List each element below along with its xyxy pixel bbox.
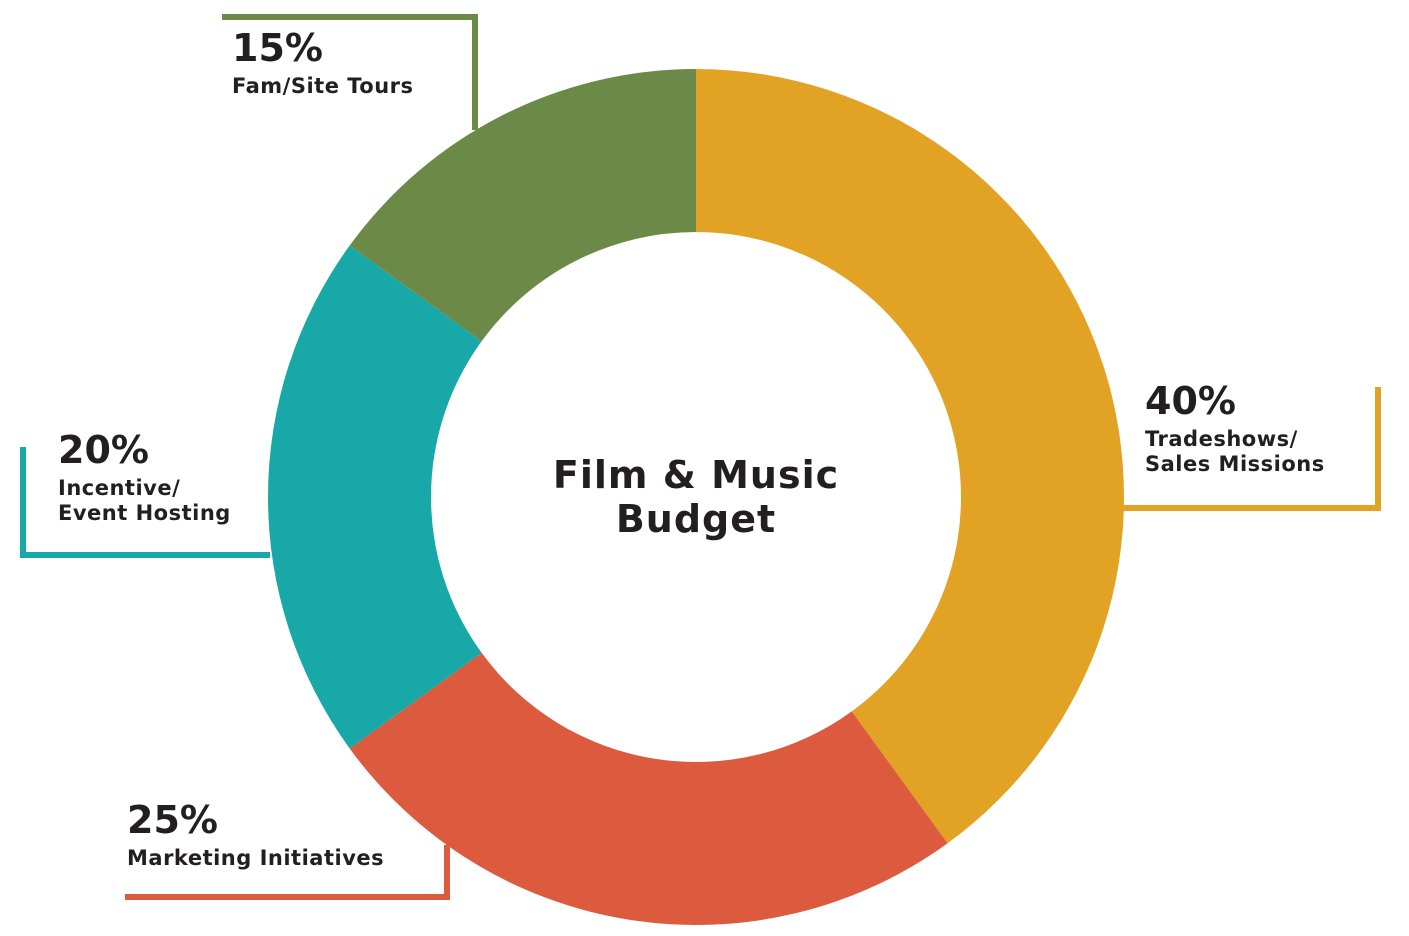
category-label: Fam/Site Tours <box>232 74 414 98</box>
category-label: Tradeshows/Sales Missions <box>1145 427 1325 476</box>
category-label: Incentive/Event Hosting <box>58 476 231 525</box>
label-bracket <box>20 447 270 558</box>
donut-segment <box>696 69 1124 844</box>
donut-segment <box>349 69 696 342</box>
donut-segment <box>268 245 482 749</box>
value-label: 15% <box>232 26 323 70</box>
value-label: 25% <box>127 798 218 842</box>
donut-segment <box>349 652 948 926</box>
label-bracket <box>1120 387 1381 511</box>
value-label: 40% <box>1145 379 1236 423</box>
label-bracket <box>222 14 478 130</box>
category-label: Marketing Initiatives <box>127 846 384 870</box>
chart-title: Film & Music Budget <box>553 453 839 541</box>
label-bracket <box>125 845 450 900</box>
value-label: 20% <box>58 428 149 472</box>
